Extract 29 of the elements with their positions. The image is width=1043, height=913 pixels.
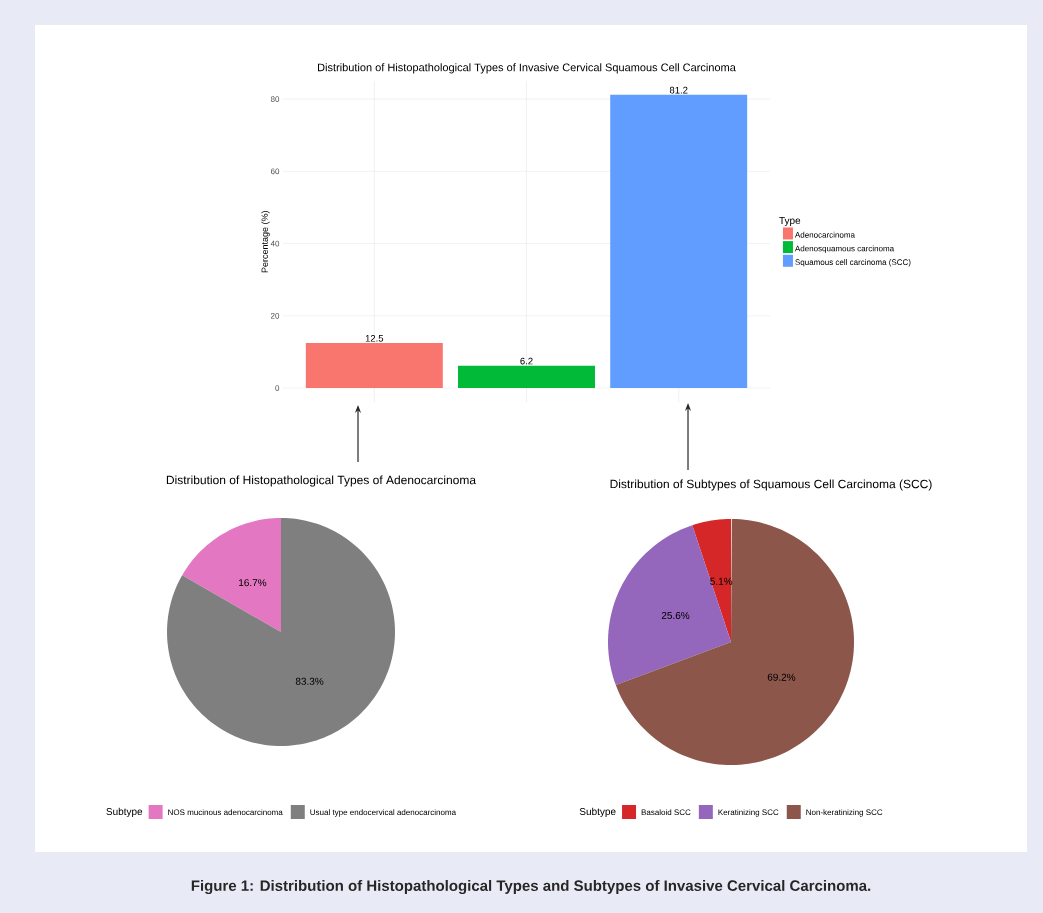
data-label: 25.6%	[661, 611, 690, 619]
legend-label: Adenocarcinoma	[794, 231, 855, 238]
data-label: 5.1%	[710, 577, 733, 585]
data-label: 12.5	[365, 334, 384, 342]
legend-label: Non-keratinizing SCC	[806, 809, 883, 817]
caption: Figure 1: Distribution of Histopathological Types and Subtypes of Invasive Cervical Carcinoma.	[191, 879, 871, 895]
y-axis-title: Percentage (%)	[261, 211, 270, 273]
data-label: 83.3%	[295, 677, 324, 685]
legend-label: NOS mucinous adenocarcinoma	[168, 809, 283, 816]
chart-title: Distribution of Histopathological Types of Invasive Cervical Squamous Cell Carcinoma	[318, 63, 736, 74]
legend-label: Squamous cell carcinoma (SCC)	[795, 259, 911, 267]
data-label: 81.2	[669, 86, 688, 94]
y-tick-label: 20	[270, 312, 280, 319]
legend-label: Basaloid SCC	[641, 809, 691, 816]
legend-label: Adenosquamous carcinoma	[794, 245, 895, 253]
y-tick-label: 40	[270, 240, 280, 247]
legend-title: Type	[779, 217, 801, 227]
chart-title: Distribution of Histopathological Types of Adenocarcinoma	[166, 475, 477, 487]
y-tick-label: 80	[270, 96, 280, 102]
legend-title: Subtype	[579, 807, 616, 818]
y-tick-label: 0	[275, 385, 280, 391]
chart-title: Distribution of Subtypes of Squamous Cell Carcinoma (SCC)	[610, 479, 932, 491]
legend-label: Keratinizing SCC	[718, 809, 779, 817]
legend-title: Subtype	[106, 807, 143, 818]
data-label: 69.2%	[767, 673, 796, 681]
legend-label: Usual type endocervical adenocarcinoma	[310, 809, 457, 817]
data-label: 6.2	[520, 357, 533, 365]
y-tick-label: 60	[270, 168, 280, 175]
data-label: 16.7%	[239, 579, 267, 587]
